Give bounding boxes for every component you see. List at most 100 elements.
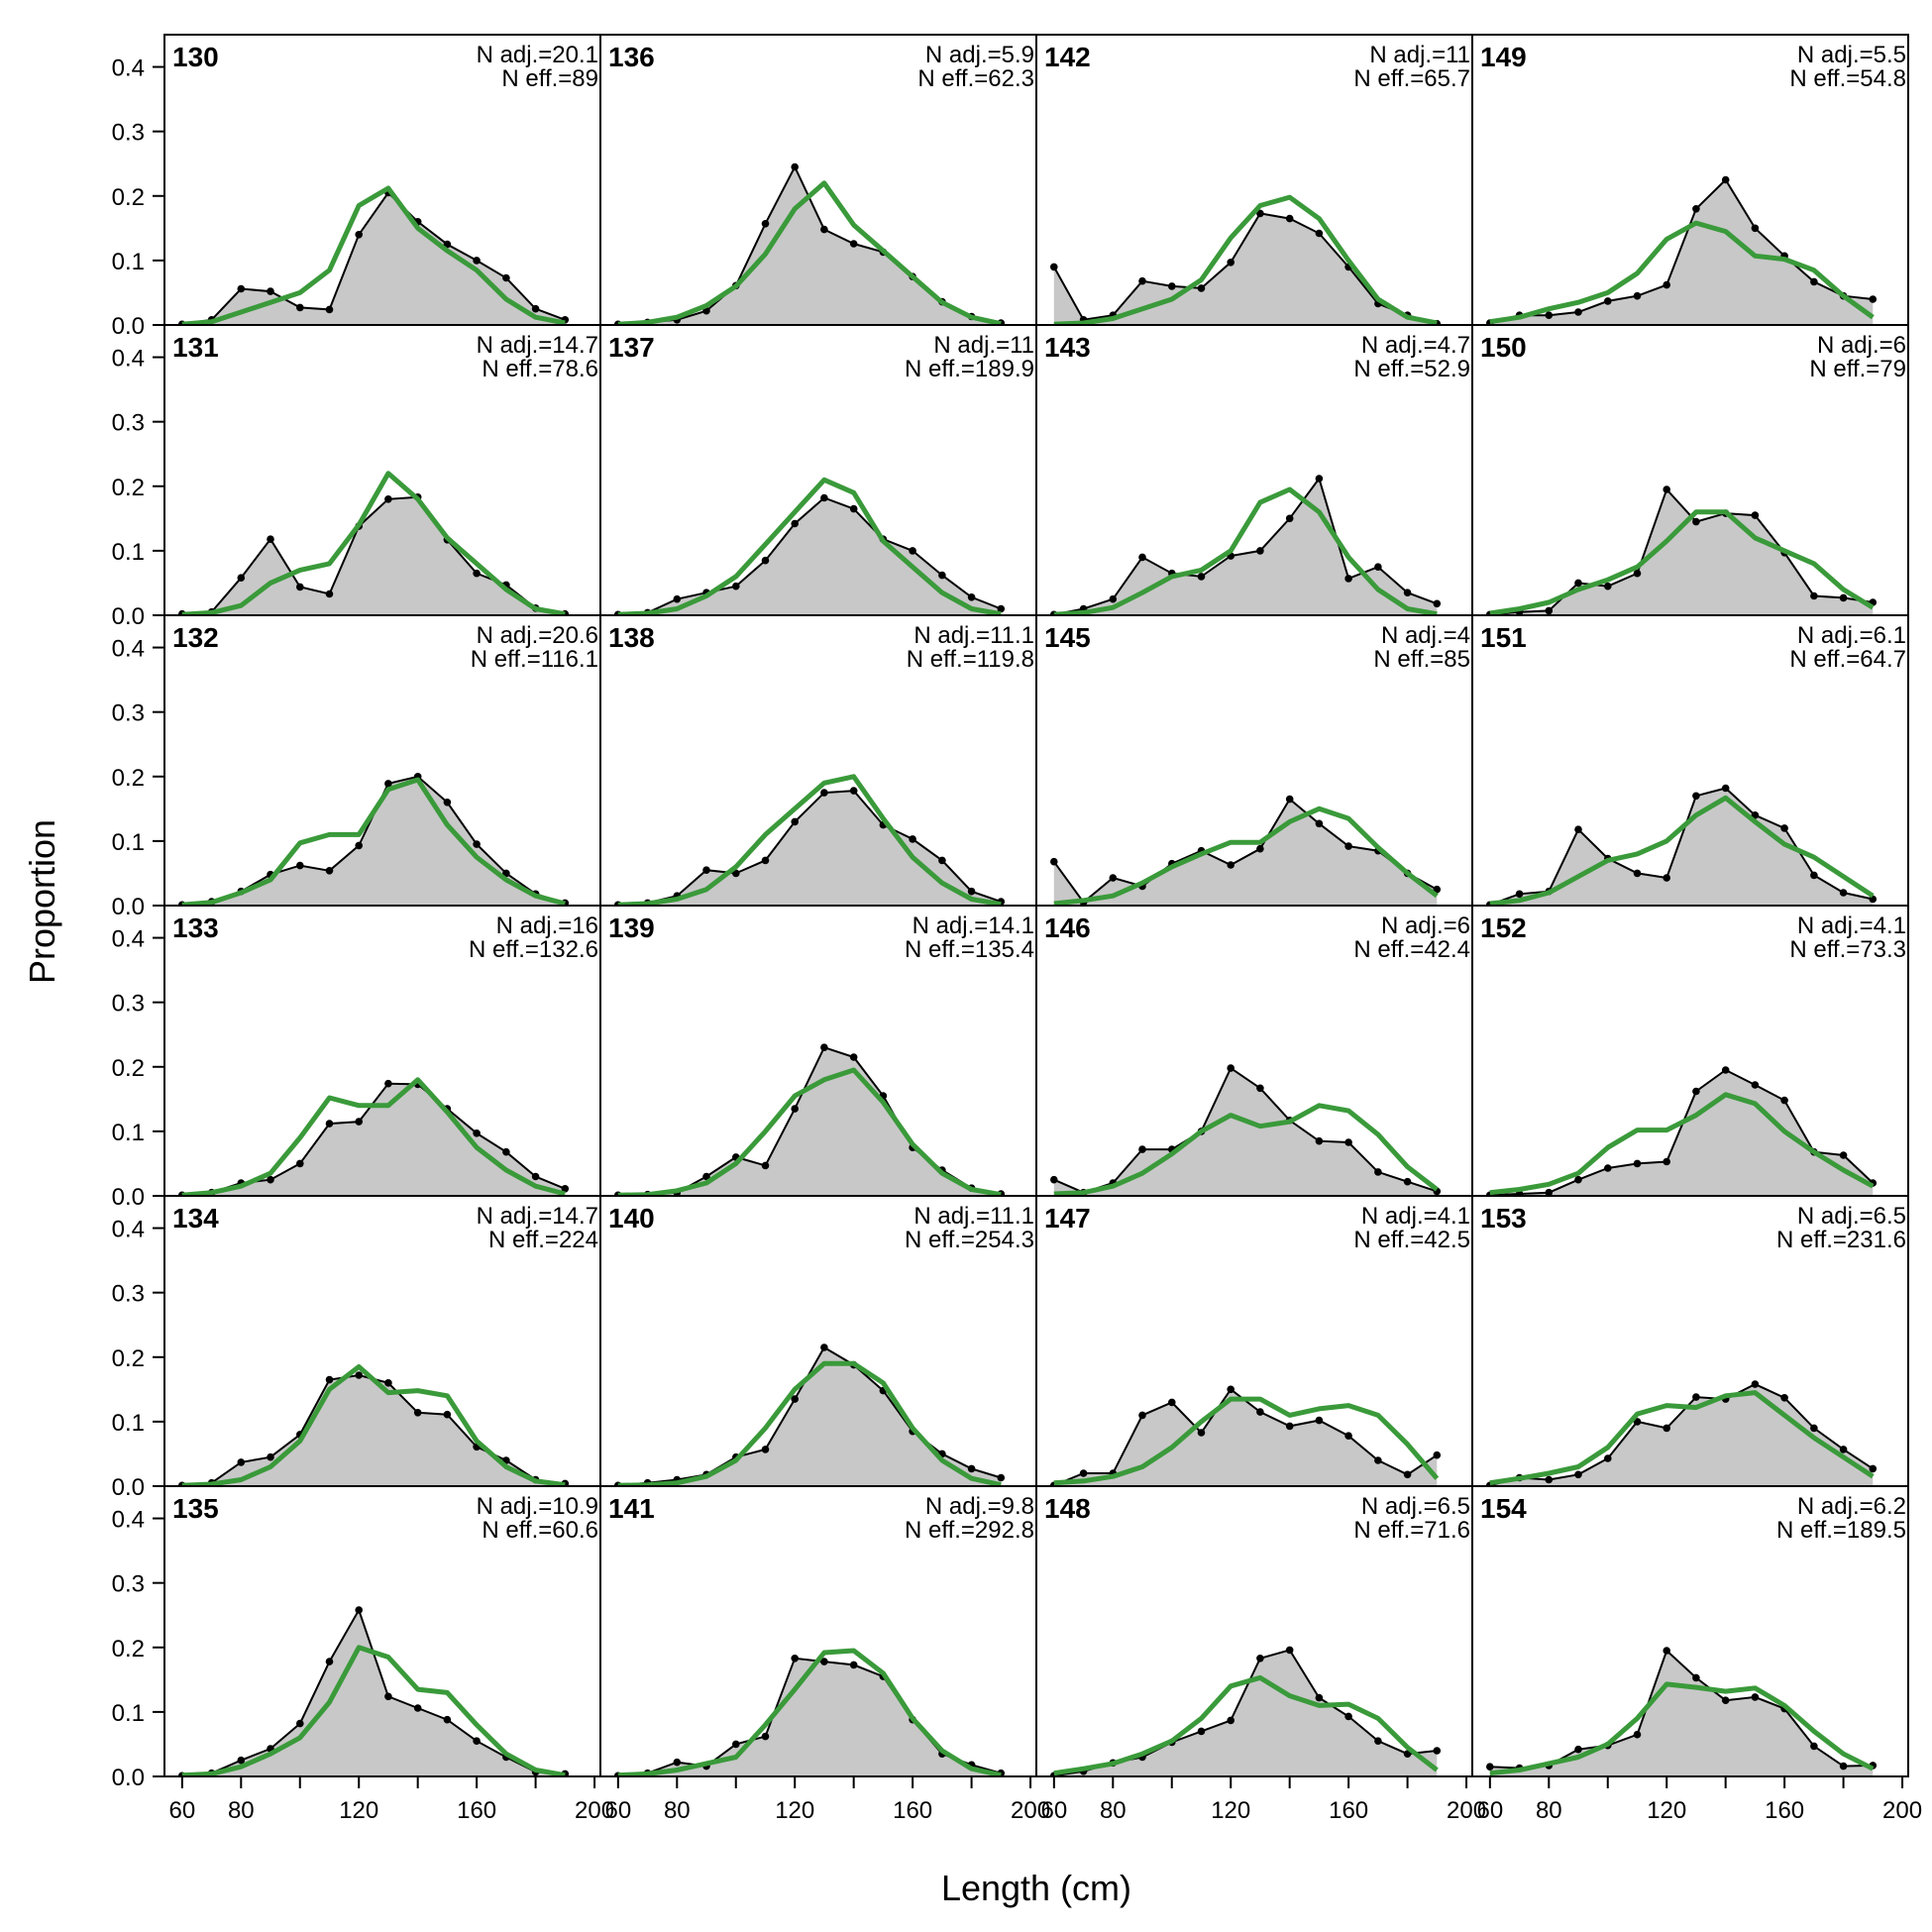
observed-point [1721,1696,1730,1704]
expected-line [1489,1092,1875,1196]
n-adj-label: N adj.=6.2 [1797,1493,1906,1520]
observed-point [1256,844,1264,853]
y-tick-label: 0.2 [112,1636,145,1663]
observed-point [443,799,452,806]
observed-point [296,861,304,870]
n-eff-label: N eff.=73.3 [1789,936,1906,963]
observed-point [849,504,858,513]
y-tick-label: 0.1 [112,539,145,566]
observed-point [237,284,246,293]
observed-point [1138,553,1146,562]
observed-point [791,1105,799,1113]
observed-point [791,519,799,528]
observed-line [1489,177,1874,324]
x-tick-label: 80 [228,1797,255,1824]
y-tick-label: 0.3 [112,410,145,437]
panel-plot-area [164,1077,600,1196]
observed-point [997,604,1006,613]
panel-label: 134 [172,1203,219,1234]
observed-point [1344,1432,1352,1440]
observed-line [1489,487,1874,615]
x-tick-label: 80 [664,1797,691,1824]
observed-point [1197,1429,1206,1437]
observed-point [384,780,392,788]
observed-point [1633,1159,1642,1168]
panel-label: 132 [172,622,219,653]
observed-point [473,569,481,578]
observed-point [1285,1646,1294,1655]
expected-line [181,471,566,615]
observed-point [561,1185,570,1193]
panel-131: 131 N adj.=14.7N eff.=78.6 [163,324,601,616]
observed-point [1545,606,1554,615]
observed-point [909,835,916,843]
x-tick-label: 160 [1765,1797,1804,1824]
n-adj-label: N adj.=6 [1381,912,1470,939]
observed-point [1810,277,1818,286]
observed-point [1138,1145,1146,1153]
observed-point [1604,297,1612,305]
observed-point [1751,224,1760,233]
observed-area [1053,213,1438,325]
observed-point [761,856,770,865]
observed-area [181,496,566,615]
observed-point [967,887,976,896]
observed-point [761,1161,770,1170]
panel-149: 149 N adj.=5.5N eff.=54.8 [1471,34,1909,326]
y-tick-label: 0.1 [112,1410,145,1437]
panel-130: 130 N adj.=20.1N eff.=89 [163,34,601,326]
observed-point [325,1120,334,1127]
observed-point [1574,1745,1582,1754]
observed-point [1374,1168,1382,1176]
observed-point [502,1147,510,1156]
observed-area [617,791,1002,906]
panel-151: 151 N adj.=6.1N eff.=64.7 [1471,614,1909,907]
observed-point [820,1658,828,1665]
observed-point [1433,1450,1442,1459]
observed-point [761,1732,770,1741]
observed-point [1227,1064,1234,1072]
panel-plot-area [1472,485,1908,615]
panel-label: 143 [1044,332,1091,363]
observed-point [1604,1164,1612,1172]
observed-point [1285,795,1294,804]
observed-line [1053,1066,1438,1194]
n-eff-label: N eff.=292.8 [905,1517,1034,1544]
observed-point [1692,517,1700,526]
n-eff-label: N eff.=89 [501,65,598,92]
n-eff-label: N eff.=135.4 [905,936,1034,963]
expected-line [617,774,1002,906]
observed-point [1109,874,1118,882]
n-adj-label: N adj.=6.1 [1797,622,1906,649]
x-tick-label: 120 [1211,1797,1250,1824]
observed-point [702,1172,710,1181]
panel-plot-area [600,162,1036,325]
observed-point [1839,593,1848,602]
panel-plot-area [1472,1380,1908,1486]
n-eff-label: N eff.=42.5 [1353,1227,1470,1253]
n-adj-label: N adj.=14.1 [912,912,1034,939]
observed-area [1053,479,1438,615]
expected-line [1053,194,1438,325]
y-tick-label: 0.1 [112,1700,145,1727]
panel-label: 149 [1480,42,1527,72]
observed-point [1374,1456,1382,1464]
observed-point [1604,1454,1612,1462]
n-eff-label: N eff.=85 [1373,646,1470,673]
observed-point [761,220,770,228]
x-tick-label: 80 [1536,1797,1562,1824]
panel-153: 153 N adj.=6.5N eff.=231.6 [1471,1195,1909,1487]
y-tick-label: 0.3 [112,700,145,727]
observed-point [1227,1385,1234,1394]
panel-142: 142 N adj.=11N eff.=65.7 [1035,34,1473,326]
panel-154: 154 N adj.=6.2N eff.=189.5 [1471,1485,1909,1777]
y-tick-label: 0.4 [112,346,145,373]
panel-plot-area [1472,784,1908,906]
n-adj-label: N adj.=9.8 [925,1493,1034,1520]
observed-line [1052,798,1438,905]
expected-line [181,185,566,325]
expected-line [1053,805,1439,906]
observed-point [1692,1393,1700,1401]
observed-point [325,590,334,598]
y-tick-label: 0.1 [112,829,145,856]
